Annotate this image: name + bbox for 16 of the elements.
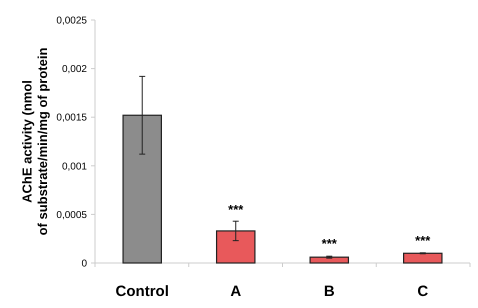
y-tick-label: 0 [81, 258, 88, 270]
bar [403, 252, 443, 264]
x-tick-label: A [230, 283, 242, 300]
x-tick-label: C [417, 283, 428, 300]
y-axis-title: AChE activity (nmol of substrate/min/mg of protein [19, 48, 50, 236]
y-tick-label: 0,0005 [56, 210, 88, 221]
x-tick-label: Control [116, 283, 169, 300]
y-tick-label: 0,001 [62, 161, 88, 172]
annotation: *** [322, 236, 338, 252]
annotation: *** [228, 202, 244, 218]
y-tick-label: 0,0025 [56, 16, 88, 26]
bar [309, 256, 350, 264]
annotation: *** [415, 232, 432, 248]
y-tick-label: 0,002 [62, 64, 88, 76]
y-tick-label: 0,0015 [56, 112, 88, 124]
x-tick-label: B [324, 283, 335, 300]
